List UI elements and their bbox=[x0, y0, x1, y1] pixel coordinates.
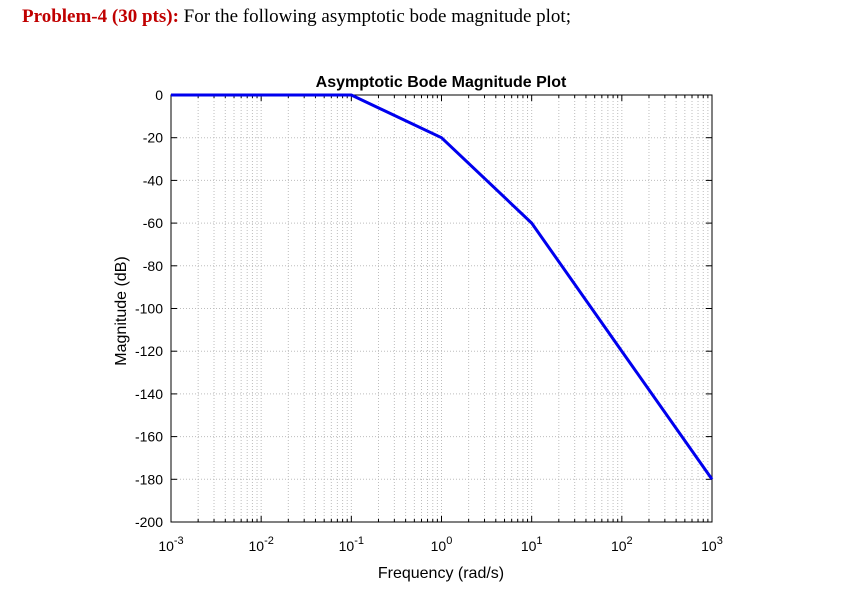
y-tick-labels: 0 -20 -40 -60 -80 -100 -120 -140 -160 -180 -200 bbox=[135, 87, 163, 530]
y-tick-label: -160 bbox=[135, 429, 163, 445]
chart-title: Asymptotic Bode Magnitude Plot bbox=[316, 74, 567, 91]
x-axis-label: Frequency (rad/s) bbox=[378, 565, 504, 582]
magnitude-line bbox=[171, 93, 714, 481]
y-tick-label: -60 bbox=[143, 215, 163, 231]
x-tick-label: 102 bbox=[611, 535, 633, 554]
problem-statement: Problem-4 (30 pts): For the following as… bbox=[22, 6, 571, 28]
problem-text: For the following asymptotic bode magnit… bbox=[183, 6, 571, 27]
x-tick-label: 10-2 bbox=[248, 535, 273, 554]
y-tick-label: -100 bbox=[135, 301, 163, 317]
x-tick-label: 100 bbox=[431, 535, 453, 554]
y-tick-label: -180 bbox=[135, 471, 163, 487]
x-tick-label: 10-1 bbox=[339, 535, 364, 554]
y-tick-label: -40 bbox=[143, 172, 163, 188]
y-tick-label: -20 bbox=[143, 130, 163, 146]
y-tick-label: -200 bbox=[135, 514, 163, 530]
y-axis-label: Magnitude (dB) bbox=[113, 256, 130, 365]
tick-marks bbox=[170, 94, 713, 523]
y-tick-label: -120 bbox=[135, 343, 163, 359]
x-tick-label: 10-3 bbox=[158, 535, 183, 554]
x-tick-label: 101 bbox=[521, 535, 543, 554]
y-tick-label: -80 bbox=[143, 258, 163, 274]
major-grid bbox=[170, 94, 713, 523]
y-tick-label: 0 bbox=[155, 87, 163, 103]
x-tick-labels: 10-3 10-2 10-1 100 101 102 103 bbox=[158, 535, 723, 554]
series-layer bbox=[171, 93, 714, 481]
y-tick-label: -140 bbox=[135, 386, 163, 402]
x-tick-label: 103 bbox=[701, 535, 723, 554]
problem-label: Problem-4 (30 pts): bbox=[22, 6, 179, 27]
